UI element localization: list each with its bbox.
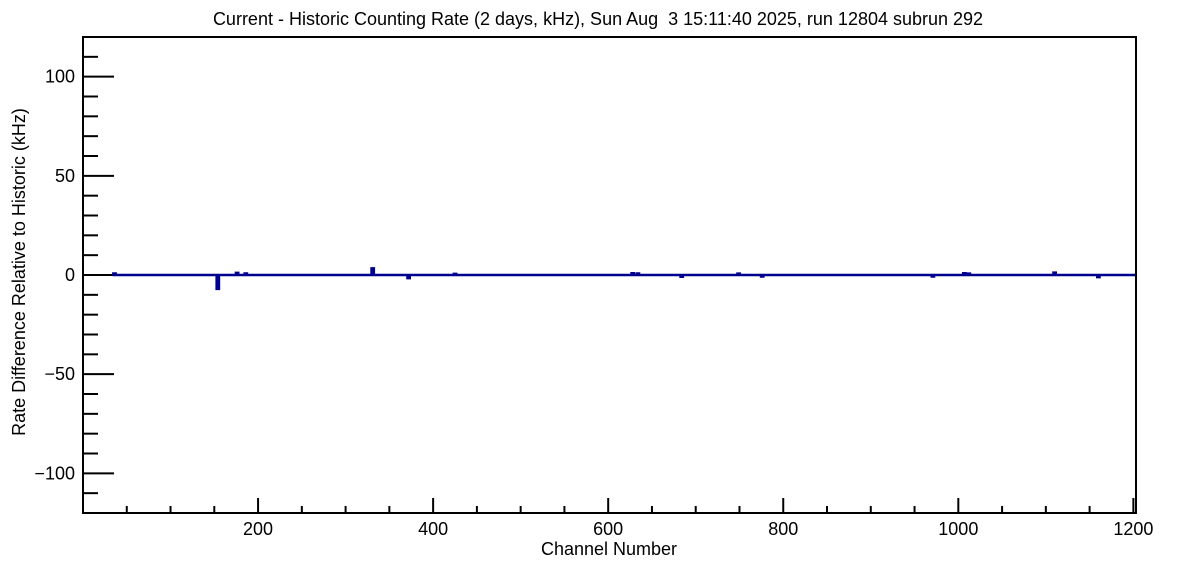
x-tick-label: 1200	[1113, 519, 1153, 539]
x-tick-label: 600	[593, 519, 623, 539]
chart-title: Current - Historic Counting Rate (2 days…	[213, 9, 983, 29]
y-axis-ticks	[83, 36, 114, 514]
y-tick-label: −100	[34, 463, 75, 483]
y-axis-title: Rate Difference Relative to Historic (kH…	[9, 108, 29, 436]
histogram-line	[112, 267, 1136, 291]
plot-frame	[82, 36, 1137, 514]
x-tick-label: 400	[418, 519, 448, 539]
y-tick-label: 100	[45, 67, 75, 87]
x-tick-label: 800	[768, 519, 798, 539]
y-axis-tick-labels: −100 −50 0 50 100	[34, 67, 75, 484]
x-axis-title: Channel Number	[541, 539, 677, 559]
x-axis-ticks	[125, 498, 1135, 513]
x-tick-label: 1000	[938, 519, 978, 539]
y-tick-label: 0	[65, 265, 75, 285]
y-tick-label: −50	[44, 364, 75, 384]
x-axis-tick-labels: 200 400 600 800 1000 1200	[243, 519, 1153, 539]
y-tick-label: 50	[55, 166, 75, 186]
x-tick-label: 200	[243, 519, 273, 539]
